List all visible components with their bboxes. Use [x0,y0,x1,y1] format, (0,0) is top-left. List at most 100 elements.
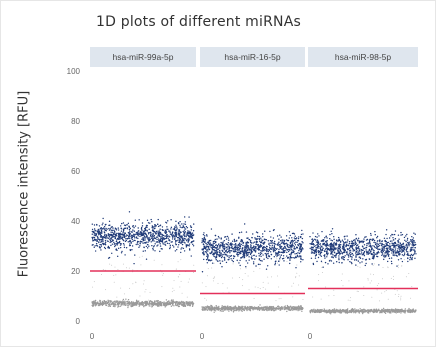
positive-droplet [166,234,168,236]
positive-droplet [410,253,413,256]
positive-droplet [396,255,398,257]
positive-droplet [100,229,103,232]
positive-droplet [178,233,181,235]
positive-droplet [212,245,214,247]
panel-plot-area [308,67,418,325]
negative-droplet [333,310,335,313]
positive-droplet [104,244,107,246]
positive-droplet [327,245,329,247]
positive-droplet [411,244,413,246]
x-tick-label: 0 [90,332,95,341]
positive-droplet [187,238,190,240]
positive-droplet [247,246,250,248]
negative-droplet [119,305,122,307]
positive-droplet [157,230,159,232]
negative-droplet [149,300,151,302]
positive-droplet [159,245,162,247]
positive-droplet [153,245,155,247]
positive-droplet [221,244,223,246]
positive-droplet [274,249,276,252]
positive-droplet [251,248,253,250]
positive-droplet [355,246,357,248]
positive-droplet [259,259,262,262]
positive-droplet [396,244,398,247]
positive-droplet [264,246,267,249]
negative-droplet [151,306,153,308]
droplet-point [347,299,349,301]
positive-droplet [178,241,180,243]
positive-droplet [341,239,344,241]
positive-droplet [292,232,295,235]
positive-droplet [189,233,192,235]
positive-droplet [202,243,205,245]
positive-droplet [93,224,96,226]
positive-droplet [262,242,264,245]
negative-droplet [253,306,256,308]
positive-droplet [152,246,155,248]
positive-droplet [101,236,103,238]
positive-droplet [186,227,189,229]
positive-droplet [382,255,385,257]
positive-droplet [213,248,215,251]
negative-droplet [214,310,217,312]
positive-droplet [110,231,112,233]
positive-droplet [169,247,171,250]
droplet-point [278,286,280,288]
droplet-point [382,267,384,269]
positive-droplet [286,251,288,254]
negative-droplet [277,308,279,310]
positive-droplet [353,249,356,252]
negative-droplet [224,306,227,308]
positive-droplet [368,248,371,251]
positive-droplet [114,242,116,245]
positive-droplet [356,244,358,247]
positive-droplet [314,255,317,257]
positive-droplet [256,238,258,241]
positive-droplet [141,222,144,224]
positive-droplet [106,228,108,230]
negative-droplet [262,309,264,311]
positive-droplet [120,235,122,238]
negative-droplet [275,309,277,311]
positive-droplet [409,250,412,252]
positive-droplet [390,257,393,259]
positive-droplet [202,248,204,251]
positive-droplet [285,242,288,244]
positive-droplet [244,251,247,253]
negative-droplet [249,307,251,309]
positive-droplet [282,248,285,250]
positive-droplet [123,224,126,226]
positive-droplet [279,258,281,260]
positive-droplet [177,222,180,224]
negative-droplet [249,308,252,311]
negative-droplet [204,308,206,310]
negative-droplet [235,309,237,312]
positive-droplet [265,255,268,257]
positive-droplet [318,235,320,237]
positive-droplet [399,244,402,246]
positive-droplet [331,251,333,253]
positive-droplet [292,249,294,252]
positive-droplet [223,244,226,246]
positive-droplet [147,233,150,235]
positive-droplet [115,249,117,251]
negative-droplet [136,300,139,303]
negative-droplet [185,301,187,303]
positive-droplet [115,239,118,241]
positive-droplet [214,247,216,249]
positive-droplet [407,252,409,255]
negative-droplet [291,307,293,309]
positive-droplet [151,226,153,229]
negative-droplet [205,306,208,309]
positive-droplet [142,237,145,239]
positive-droplet [280,254,283,256]
positive-droplet [318,245,320,248]
positive-droplet [388,250,390,253]
negative-droplet [220,307,223,310]
positive-droplet [392,251,395,253]
positive-droplet [170,219,172,221]
negative-droplet [183,305,186,307]
positive-droplet [368,242,371,244]
positive-droplet [320,249,322,252]
negative-droplet [310,310,312,312]
